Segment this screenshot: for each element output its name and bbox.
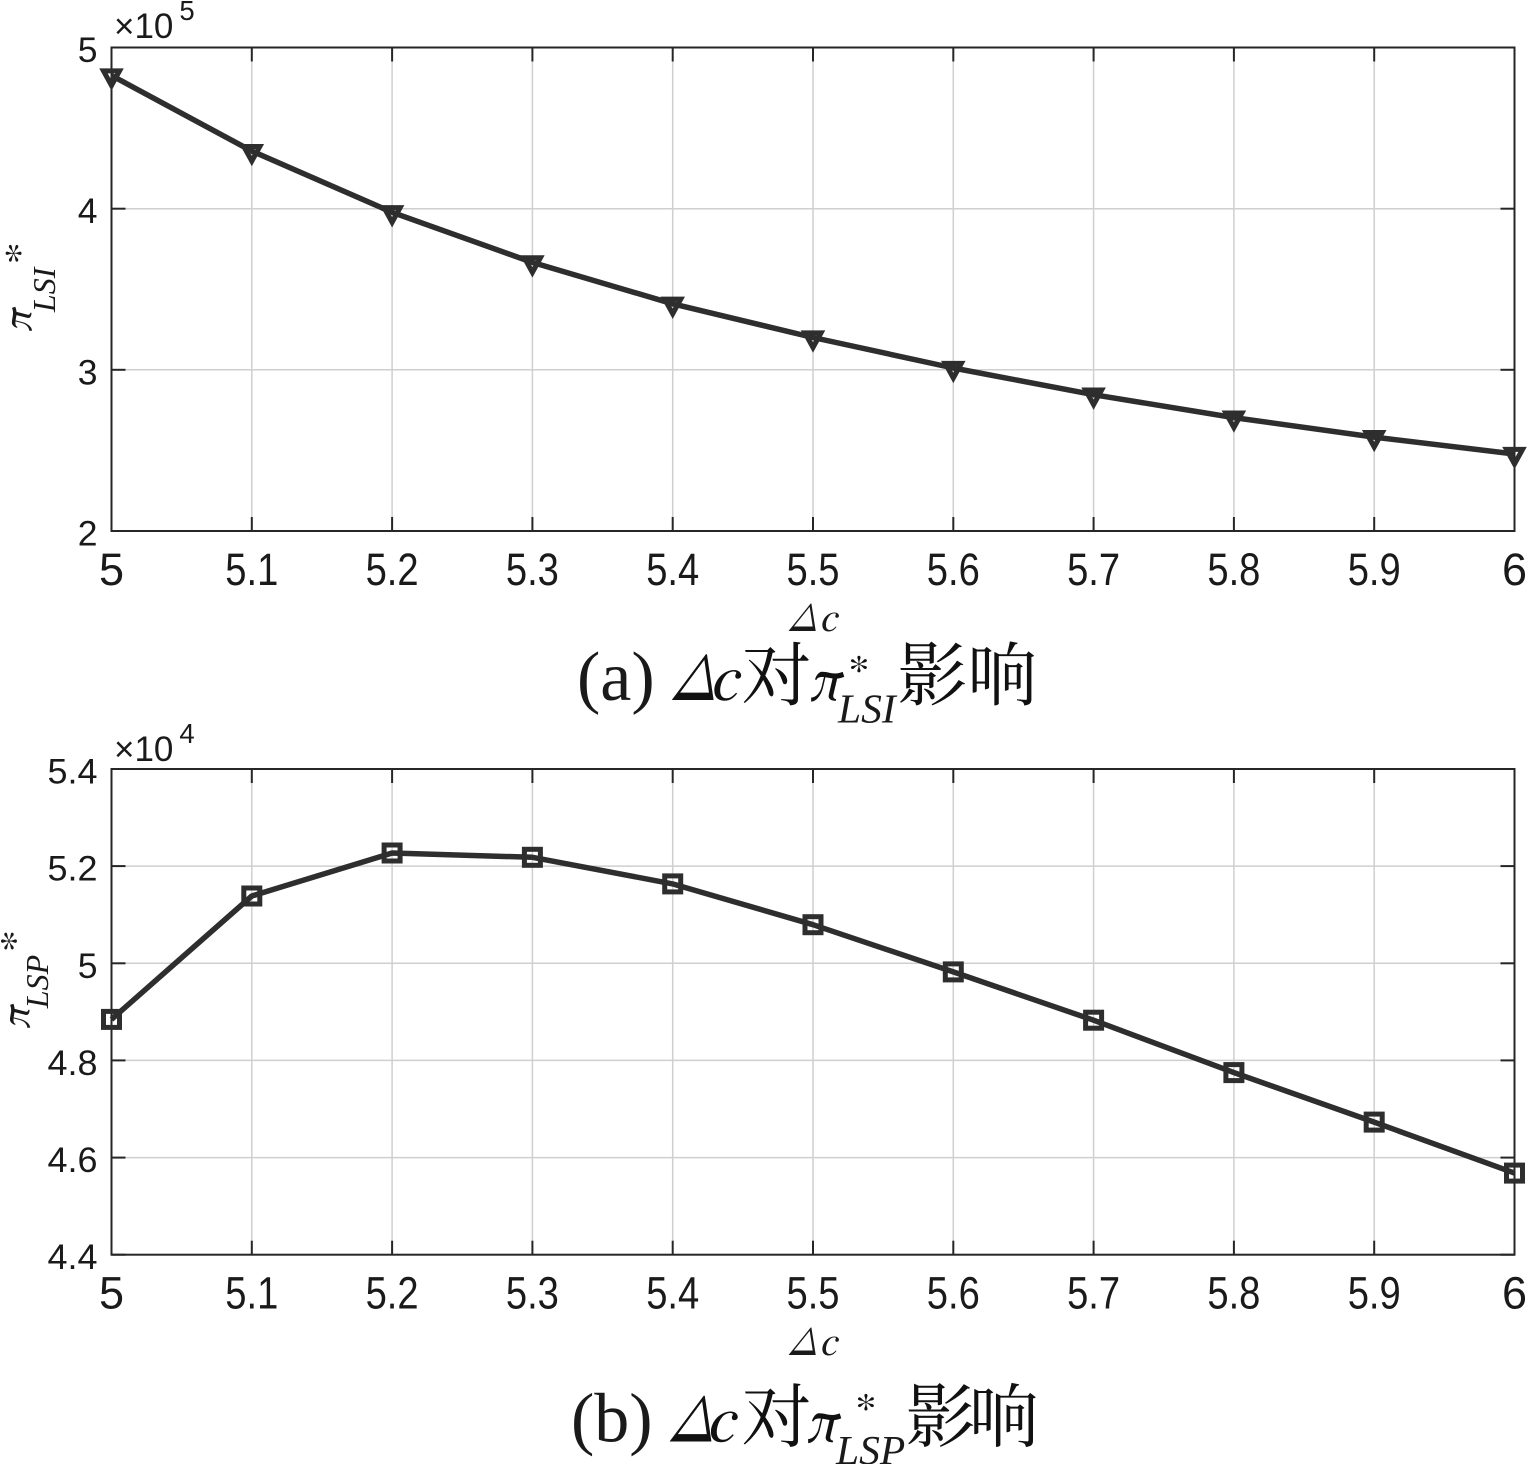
svg-text:5: 5 xyxy=(99,544,124,595)
svg-text:5.1: 5.1 xyxy=(225,544,278,595)
svg-text:5: 5 xyxy=(78,30,98,70)
svg-text:5: 5 xyxy=(99,1268,124,1319)
svg-text:5.2: 5.2 xyxy=(48,849,98,889)
svg-text:5.4: 5.4 xyxy=(646,544,699,595)
svg-text:5.6: 5.6 xyxy=(927,1268,980,1319)
svg-text:5.7: 5.7 xyxy=(1067,544,1120,595)
svg-text:5.7: 5.7 xyxy=(1067,1268,1120,1319)
svg-text:5.3: 5.3 xyxy=(506,1268,559,1319)
svg-text:5.3: 5.3 xyxy=(506,544,559,595)
svg-text:5.8: 5.8 xyxy=(1207,544,1260,595)
svg-text:5.8: 5.8 xyxy=(1207,1268,1260,1319)
svg-text:4.4: 4.4 xyxy=(48,1237,98,1277)
svg-text:5.2: 5.2 xyxy=(366,544,419,595)
svg-text:5.5: 5.5 xyxy=(787,544,840,595)
svg-text:LSP: LSP xyxy=(19,955,55,1009)
svg-text:LSP: LSP xyxy=(835,1427,905,1464)
svg-text:5.4: 5.4 xyxy=(646,1268,699,1319)
svg-text:6: 6 xyxy=(1502,1268,1527,1319)
svg-text:5.9: 5.9 xyxy=(1348,544,1401,595)
svg-text:2: 2 xyxy=(78,514,98,554)
svg-text:5.1: 5.1 xyxy=(225,1268,278,1319)
svg-text:5: 5 xyxy=(78,946,98,986)
svg-text:5.4: 5.4 xyxy=(48,752,98,792)
svg-text:6: 6 xyxy=(1502,544,1527,595)
svg-text:(b): (b) xyxy=(571,1381,653,1458)
svg-text:4.6: 4.6 xyxy=(48,1140,98,1180)
svg-text:(a): (a) xyxy=(577,639,655,716)
svg-text:LSI: LSI xyxy=(26,266,62,313)
svg-text:5.2: 5.2 xyxy=(366,1268,419,1319)
svg-text:3: 3 xyxy=(78,352,98,392)
svg-text:5.6: 5.6 xyxy=(927,544,980,595)
svg-text:4.8: 4.8 xyxy=(48,1043,98,1083)
svg-text:4: 4 xyxy=(78,191,98,231)
svg-text:LSI: LSI xyxy=(837,686,898,732)
svg-text:5.9: 5.9 xyxy=(1348,1268,1401,1319)
svg-text:5.5: 5.5 xyxy=(787,1268,840,1319)
